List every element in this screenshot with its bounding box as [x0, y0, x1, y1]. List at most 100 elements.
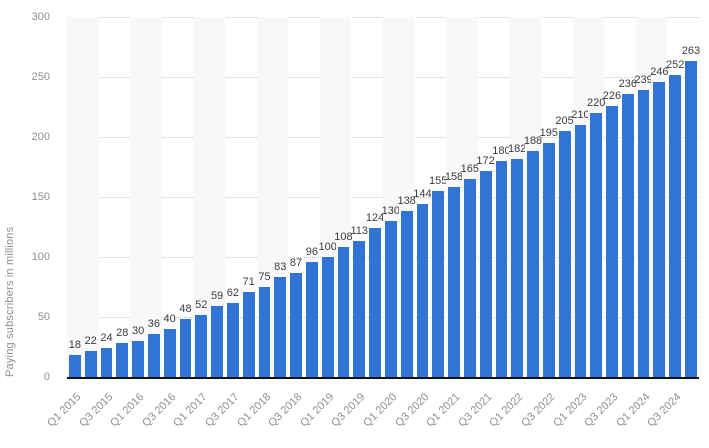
bar-q3-2017[interactable] [226, 302, 239, 377]
bar-slot: 180 [492, 17, 511, 377]
bar-slot: 28 [114, 17, 130, 377]
bar-slot: 236 [619, 17, 637, 377]
bar-slot: 239 [634, 17, 653, 377]
bar-q4-2016[interactable] [179, 319, 192, 377]
bar-value-label: 180 [492, 145, 511, 157]
bar-q4-2023[interactable] [621, 93, 634, 377]
bar-q3-2016[interactable] [163, 329, 176, 377]
bar-value-label: 220 [587, 97, 606, 109]
bar-q1-2024[interactable] [637, 90, 650, 377]
bar-slot: 205 [555, 17, 574, 377]
bar-value-label: 155 [429, 175, 448, 187]
bar-slot: 182 [508, 17, 527, 377]
bar-value-label: 205 [555, 115, 574, 127]
bar-value-label: 100 [318, 241, 337, 253]
bar-slot: 100 [318, 17, 337, 377]
bar-q4-2022[interactable] [558, 131, 571, 377]
bar-slot: 210 [571, 17, 590, 377]
bar-q2-2020[interactable] [400, 211, 413, 377]
bar-q2-2022[interactable] [527, 151, 539, 377]
bar-slot: 246 [650, 17, 669, 377]
bar-q1-2023[interactable] [574, 125, 587, 377]
bar-q1-2021[interactable] [448, 187, 460, 377]
bar-q3-2024[interactable] [669, 74, 682, 377]
bar-value-label: 144 [413, 188, 432, 201]
bar-q3-2018[interactable] [290, 272, 302, 377]
bar-slot: 36 [145, 17, 162, 377]
bar-q3-2022[interactable] [542, 143, 555, 377]
bar-value-label: 138 [397, 195, 416, 208]
bar-q1-2016[interactable] [132, 341, 144, 377]
bar-slot: 40 [162, 17, 178, 377]
bar-q2-2015[interactable] [84, 350, 97, 377]
bar-q1-2020[interactable] [384, 221, 397, 377]
bar-value-label: 182 [508, 142, 527, 155]
bar-slot: 144 [413, 17, 432, 377]
bar-value-label: 36 [147, 317, 160, 330]
bar-value-label: 52 [195, 298, 208, 311]
bar-value-label: 113 [350, 225, 369, 238]
bar-q2-2017[interactable] [211, 306, 223, 377]
bar-q4-2020[interactable] [432, 191, 445, 377]
bar-q3-2021[interactable] [479, 170, 492, 377]
bar-q4-2017[interactable] [242, 291, 255, 377]
bar-q1-2018[interactable] [258, 287, 271, 377]
bar-slot: 172 [476, 17, 495, 377]
bar-q2-2016[interactable] [147, 333, 160, 377]
bar-q4-2015[interactable] [116, 343, 129, 377]
bar-slot: 83 [272, 17, 289, 377]
bar-q2-2021[interactable] [463, 179, 476, 377]
y-tick-label: 300 [31, 11, 50, 23]
bar-q1-2019[interactable] [321, 257, 334, 377]
bar-value-label: 24 [100, 332, 113, 345]
y-tick-label: 150 [31, 191, 50, 203]
bar-q4-2024[interactable] [685, 61, 697, 377]
bar-value-label: 71 [242, 275, 255, 288]
bar-slot: 195 [539, 17, 558, 377]
bar-slot: 124 [365, 17, 385, 377]
bar-value-label: 87 [289, 256, 303, 269]
bar-q3-2020[interactable] [416, 204, 429, 377]
bar-q2-2024[interactable] [653, 81, 666, 377]
bar-slot: 263 [682, 17, 700, 377]
bar-value-label: 30 [131, 325, 145, 337]
bar-q3-2023[interactable] [606, 105, 618, 377]
bar-value-label: 210 [571, 109, 590, 121]
bar-slot: 59 [209, 17, 225, 377]
bar-value-label: 158 [444, 171, 464, 184]
y-tick-label: 0 [43, 371, 50, 383]
bar-q3-2015[interactable] [100, 348, 113, 377]
bar-value-label: 226 [602, 89, 622, 102]
bar-q4-2019[interactable] [369, 228, 381, 377]
bar-slot: 158 [444, 17, 464, 377]
bar-slot: 220 [587, 17, 606, 377]
bar-slot: 108 [334, 17, 353, 377]
bar-q1-2015[interactable] [69, 355, 81, 377]
bar-q2-2023[interactable] [590, 113, 603, 377]
y-tick-label: 50 [37, 311, 50, 323]
bar-slot: 165 [460, 17, 479, 377]
bar-slot: 96 [304, 17, 320, 377]
bar-slot: 18 [67, 17, 83, 377]
bar-q2-2019[interactable] [337, 247, 350, 377]
bar-q4-2018[interactable] [305, 261, 318, 377]
bar-value-label: 48 [179, 303, 192, 316]
bar-q2-2018[interactable] [274, 277, 287, 377]
bar-slot: 87 [288, 17, 304, 377]
bar-value-label: 124 [365, 212, 385, 225]
bar-value-label: 28 [116, 327, 129, 340]
x-axis-labels: Q1 2015 Q3 2015 Q1 2016 Q3 2016 Q1 2017 Q3 20… [45, 381, 699, 447]
bar-slot: 252 [665, 17, 685, 377]
bar-q1-2022[interactable] [511, 158, 524, 377]
bar-q4-2021[interactable] [495, 161, 508, 377]
bar-slot: 75 [256, 17, 273, 377]
bar-value-label: 165 [460, 163, 479, 175]
bar-slot: 52 [193, 17, 210, 377]
bar-slot: 188 [524, 17, 542, 377]
bar-q3-2019[interactable] [353, 241, 366, 377]
bar-q1-2017[interactable] [195, 314, 208, 377]
bar-value-label: 96 [305, 245, 318, 258]
bar-value-label: 252 [665, 58, 685, 71]
bar-value-label: 195 [539, 127, 558, 139]
